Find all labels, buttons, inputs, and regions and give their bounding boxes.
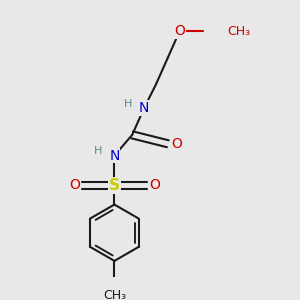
Text: O: O <box>171 137 182 151</box>
Text: O: O <box>174 24 185 38</box>
Text: CH₃: CH₃ <box>227 25 250 38</box>
Text: H: H <box>124 99 132 109</box>
Text: N: N <box>139 101 149 115</box>
Text: H: H <box>94 146 102 156</box>
Text: S: S <box>109 178 120 193</box>
Text: O: O <box>69 178 80 192</box>
Text: O: O <box>149 178 160 192</box>
Text: CH₃: CH₃ <box>103 289 126 300</box>
Text: N: N <box>109 148 120 163</box>
